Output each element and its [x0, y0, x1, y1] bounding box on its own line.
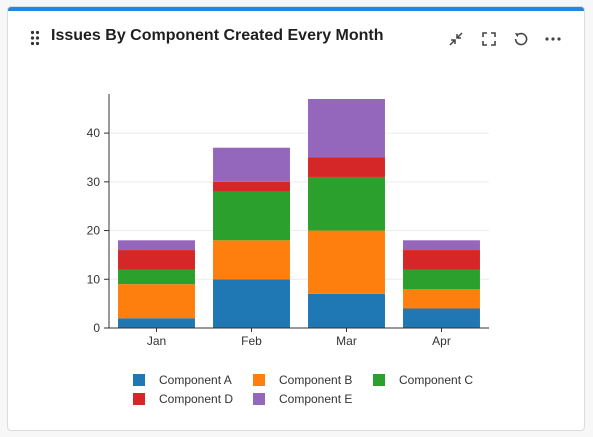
- bar-segment-apr-component-d[interactable]: [403, 250, 480, 270]
- legend-label: Component E: [279, 392, 353, 406]
- bar-segment-mar-component-e[interactable]: [308, 99, 385, 158]
- bar-segment-mar-component-d[interactable]: [308, 157, 385, 177]
- fullscreen-button[interactable]: [479, 29, 499, 49]
- legend-item-component-d[interactable]: Component D: [133, 391, 233, 407]
- bar-segment-apr-component-e[interactable]: [403, 240, 480, 251]
- widget-accent-bar: [8, 7, 584, 11]
- bar-segment-mar-component-c[interactable]: [308, 176, 385, 231]
- chart-widget: Issues By Component Created Every Month …: [7, 6, 585, 431]
- collapse-icon: [449, 32, 463, 46]
- x-tick-label: Apr: [432, 334, 451, 348]
- legend-item-component-b[interactable]: Component B: [253, 372, 352, 388]
- x-tick-label: Jan: [147, 334, 166, 348]
- bar-segment-feb-component-e[interactable]: [213, 147, 290, 182]
- fullscreen-icon: [482, 32, 496, 46]
- bar-segment-feb-component-a[interactable]: [213, 279, 290, 328]
- y-tick-label: 10: [87, 272, 101, 286]
- refresh-button[interactable]: [511, 29, 531, 49]
- legend-swatch: [373, 374, 385, 386]
- stacked-bar-chart: 0 10 20 30 40 Jan Feb Mar Apr: [87, 94, 489, 348]
- widget-title: Issues By Component Created Every Month: [51, 27, 384, 44]
- y-tick-label: 30: [87, 175, 101, 189]
- y-tick-label: 20: [87, 224, 101, 238]
- bar-segment-jan-component-e[interactable]: [118, 240, 195, 251]
- bar-segment-jan-component-a[interactable]: [118, 318, 195, 328]
- bar-segment-mar-component-a[interactable]: [308, 293, 385, 328]
- bar-segment-jan-component-c[interactable]: [118, 269, 195, 285]
- bar-segment-apr-component-a[interactable]: [403, 308, 480, 328]
- legend-label: Component C: [399, 373, 474, 387]
- legend-swatch: [133, 393, 145, 405]
- more-options-icon: [545, 37, 561, 41]
- refresh-icon: [514, 32, 528, 46]
- legend-item-component-a[interactable]: Component A: [133, 372, 232, 388]
- x-tick-label: Feb: [241, 334, 262, 348]
- legend-label: Component A: [159, 373, 232, 387]
- legend-swatch: [253, 393, 265, 405]
- x-tick-label: Mar: [336, 334, 357, 348]
- drag-handle-icon[interactable]: [30, 30, 40, 46]
- bar-segment-mar-component-b[interactable]: [308, 230, 385, 294]
- legend-item-component-c[interactable]: Component C: [373, 372, 473, 388]
- bar-segment-feb-component-b[interactable]: [213, 240, 290, 280]
- y-tick-label: 0: [93, 321, 100, 335]
- bar-segment-jan-component-d[interactable]: [118, 250, 195, 270]
- legend-item-component-e[interactable]: Component E: [253, 391, 352, 407]
- bar-segment-apr-component-b[interactable]: [403, 289, 480, 309]
- bar-segment-apr-component-c[interactable]: [403, 269, 480, 290]
- legend-label: Component B: [279, 373, 353, 387]
- legend-label: Component D: [159, 392, 234, 406]
- legend-swatch: [253, 374, 265, 386]
- more-options-button[interactable]: [543, 29, 563, 49]
- collapse-button[interactable]: [446, 29, 466, 49]
- bar-segment-jan-component-b[interactable]: [118, 284, 195, 319]
- bar-segment-feb-component-c[interactable]: [213, 191, 290, 241]
- bar-segment-feb-component-d[interactable]: [213, 181, 290, 192]
- legend-swatch: [133, 374, 145, 386]
- y-tick-label: 40: [87, 126, 101, 140]
